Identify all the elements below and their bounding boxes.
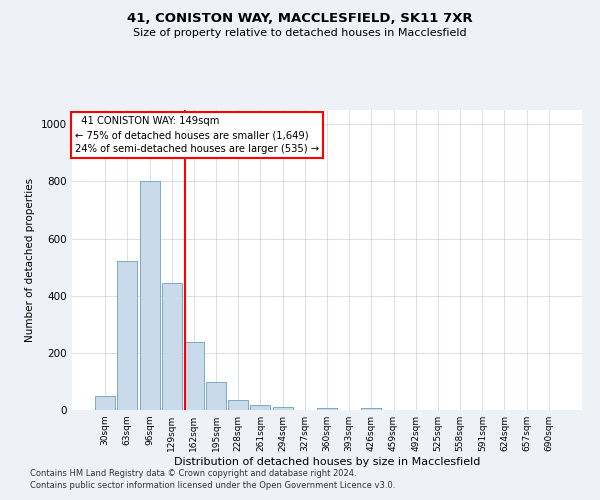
Bar (95, 396, 115, 410)
Text: 41 CONISTON WAY: 149sqm  
← 75% of detached houses are smaller (1,649)
24% of se: 41 CONISTON WAY: 149sqm ← 75% of detache… (74, 116, 319, 154)
Y-axis label: Number of detached properties: Number of detached properties (25, 178, 35, 342)
Bar (317, 408, 337, 410)
Text: Contains public sector information licensed under the Open Government Licence v3: Contains public sector information licen… (30, 481, 395, 490)
Text: 41, CONISTON WAY, MACCLESFIELD, SK11 7XR: 41, CONISTON WAY, MACCLESFIELD, SK11 7XR (127, 12, 473, 26)
Bar (272, 406, 293, 410)
Bar (184, 342, 204, 410)
Bar (228, 400, 248, 410)
Bar (206, 382, 226, 410)
Bar (118, 262, 137, 410)
Text: Contains HM Land Registry data © Crown copyright and database right 2024.: Contains HM Land Registry data © Crown c… (30, 468, 356, 477)
Text: Size of property relative to detached houses in Macclesfield: Size of property relative to detached ho… (133, 28, 467, 38)
X-axis label: Distribution of detached houses by size in Macclesfield: Distribution of detached houses by size … (174, 457, 480, 467)
Bar (140, 182, 160, 410)
Bar (162, 283, 182, 410)
Bar (250, 405, 271, 410)
Bar (361, 408, 382, 410)
